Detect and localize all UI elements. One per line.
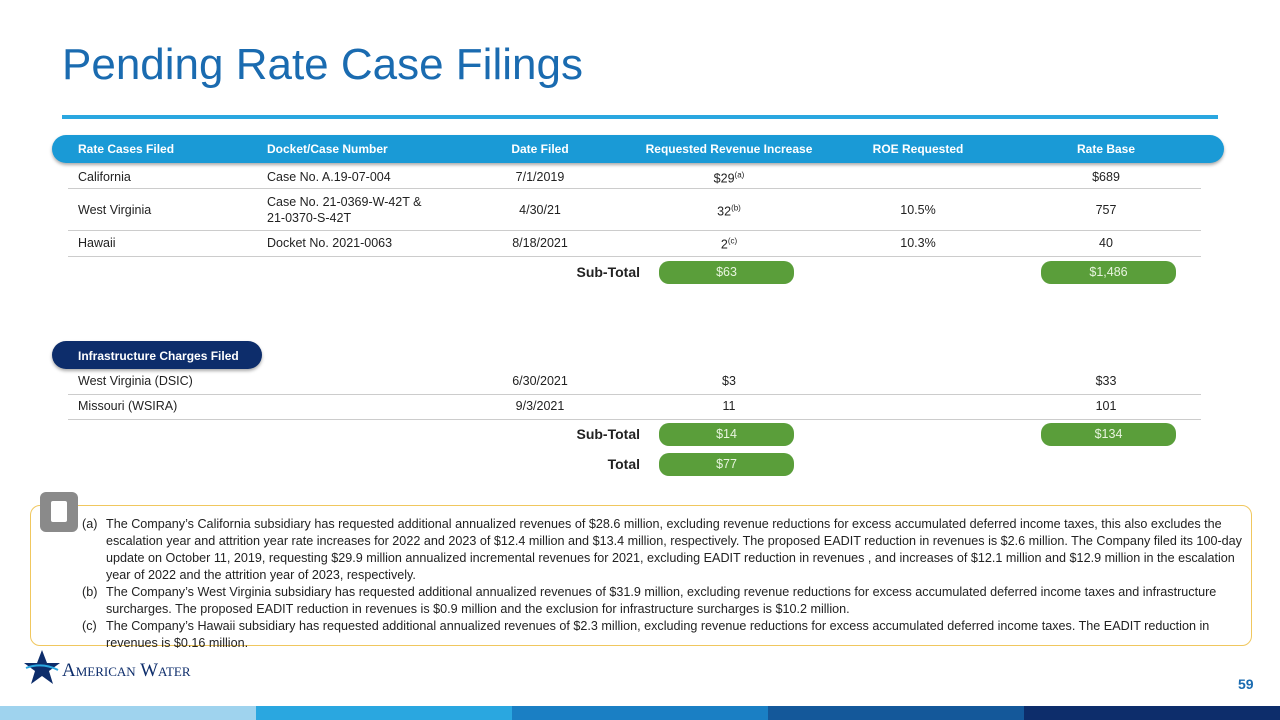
footnote-marker: (a) [82, 517, 98, 531]
footer-seg [0, 706, 256, 720]
icon-page [51, 501, 67, 522]
footer-seg [256, 706, 512, 720]
column-header: Date Filed [511, 142, 569, 156]
table-cell: West Virginia (DSIC) [78, 374, 193, 388]
table-cell: 7/1/2019 [515, 170, 565, 184]
table-cell: $33 [1095, 374, 1117, 388]
infra-header-bar [52, 341, 262, 369]
table-cell: California [78, 170, 131, 184]
swoosh [25, 664, 59, 671]
table-cell: Case No. 21-0369-W-42T & 21-0370-S-42T [267, 195, 422, 225]
footnote: (a) The Company’s California subsidiary h… [82, 516, 1246, 584]
table-cell: Hawaii [78, 236, 116, 250]
table-cell: 2(c) [721, 233, 737, 252]
table-cell: 101 [1095, 399, 1117, 413]
note-icon [40, 492, 78, 532]
row-separator [68, 394, 1201, 395]
table-cell: Docket No. 2021-0063 [267, 236, 393, 250]
star [24, 650, 60, 684]
logo-star [24, 650, 60, 684]
table-cell: 6/30/2021 [512, 374, 568, 388]
subtotal-pill: $134 [1041, 423, 1176, 446]
table-cell: 11 [722, 399, 736, 413]
page-number: 59 [1238, 676, 1254, 692]
table-cell-note: (b) [731, 203, 741, 213]
row-separator [68, 230, 1201, 231]
row-separator [68, 256, 1201, 257]
table-cell-note: (c) [727, 236, 738, 246]
table-cell-value: 2 [720, 237, 728, 252]
footnote-box [30, 505, 1252, 646]
table-cell: West Virginia [78, 203, 152, 217]
column-header: Requested Revenue Increase [645, 142, 813, 156]
table-cell: Missouri (WSIRA) [78, 399, 178, 413]
table-cell: 9/3/2021 [515, 399, 565, 413]
table-cell: 10.5% [900, 203, 936, 217]
footer-seg [512, 706, 768, 720]
subtotal-pill: $63 [659, 261, 794, 284]
infra-header: Infrastructure Charges Filed [78, 349, 239, 363]
footnote: (c) The Company’s Hawaii subsidiary has r… [82, 618, 1246, 652]
footnote-text: The Company’s California subsidiary has … [106, 517, 1242, 582]
table-cell: 8/18/2021 [512, 236, 568, 250]
column-header: ROE Requested [872, 142, 964, 156]
table-cell: 757 [1095, 203, 1117, 217]
footnotes: (a) The Company’s California subsidiary h… [82, 516, 1246, 652]
table-cell: Case No. A.19-07-004 [267, 170, 391, 184]
subtotal-pill: $14 [659, 423, 794, 446]
row-separator [68, 419, 1201, 420]
column-header: Rate Base [1076, 142, 1136, 156]
table-cell-value: 32 [717, 204, 732, 219]
title: Pending Rate Case Filings [62, 40, 583, 89]
table-cell-note: (a) [734, 170, 745, 180]
table-cell: 10.3% [900, 236, 936, 250]
table-cell: $29(a) [714, 167, 745, 186]
footer-seg [768, 706, 1024, 720]
footnote-text: The Company’s West Virginia subsidiary h… [106, 585, 1217, 616]
subtotal-pill: $1,486 [1041, 261, 1176, 284]
table-cell: 32(b) [717, 200, 741, 219]
footnote-marker: (c) [82, 619, 97, 633]
logo-text: American Water [62, 660, 191, 681]
subtotal-label: Sub-Total [576, 264, 640, 280]
title-rule [62, 115, 1218, 119]
table-cell: 4/30/21 [519, 203, 561, 217]
table-cell: $3 [722, 374, 736, 388]
table-cell: $689 [1092, 170, 1120, 184]
footer-bar [0, 706, 1280, 720]
header-bar [52, 135, 1224, 163]
table-cell: 40 [1099, 236, 1113, 250]
row-separator [68, 188, 1201, 189]
footer-seg [1024, 706, 1280, 720]
subtotal-pill: $77 [659, 453, 794, 476]
subtotal-label: Total [607, 456, 640, 472]
subtotal-label: Sub-Total [576, 426, 640, 442]
footnote-text: The Company’s Hawaii subsidiary has requ… [106, 619, 1210, 650]
footnote: (b) The Company’s West Virginia subsidiar… [82, 584, 1246, 618]
column-header: Rate Cases Filed [78, 142, 175, 156]
table-cell-value: $29 [713, 171, 735, 186]
column-header: Docket/Case Number [267, 142, 388, 156]
footnote-marker: (b) [82, 585, 98, 599]
